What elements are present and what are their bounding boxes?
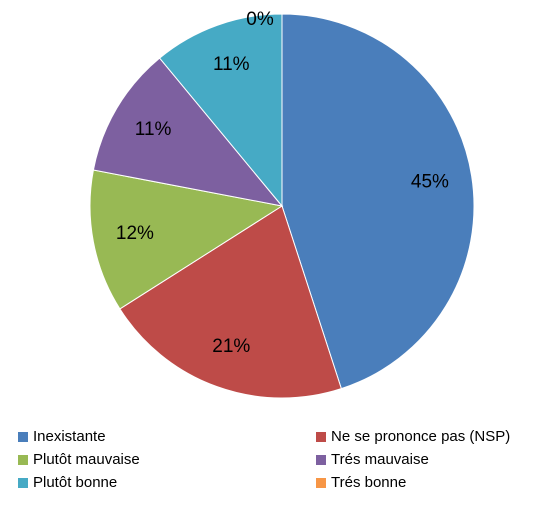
pie-slice [158, 13, 283, 208]
data-label: 12% [116, 223, 154, 244]
data-label: 45% [411, 172, 449, 193]
legend-swatch [18, 455, 28, 465]
pie-slice [281, 13, 475, 390]
legend-swatch [18, 478, 28, 488]
legend-label: Trés bonne [331, 474, 406, 491]
legend-label: Inexistante [33, 428, 106, 445]
legend-label: Plutôt mauvaise [33, 451, 140, 468]
data-label: 21% [212, 336, 250, 357]
pie-slice [119, 205, 342, 399]
legend-label: Ne se prononce pas (NSP) [331, 428, 510, 445]
data-label: 0% [246, 9, 274, 30]
legend-swatch [316, 455, 326, 465]
legend-swatch [18, 432, 28, 442]
legend-label: Plutôt bonne [33, 474, 117, 491]
legend-label: Trés mauvaise [331, 451, 429, 468]
data-label: 11% [213, 54, 250, 75]
pie-slice [89, 169, 284, 310]
pie-slice [92, 57, 284, 207]
legend-swatch [316, 432, 326, 442]
legend-swatch [316, 478, 326, 488]
data-label: 11% [135, 119, 172, 140]
